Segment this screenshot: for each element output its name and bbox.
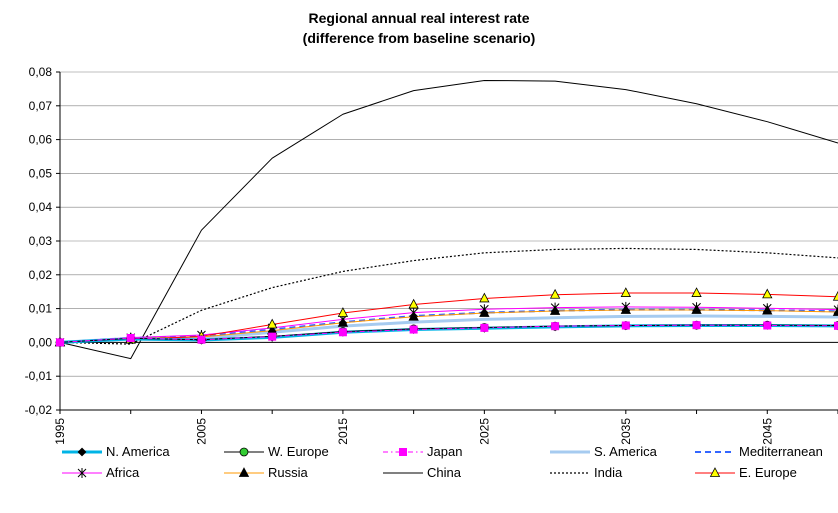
legend-swatch xyxy=(695,451,735,453)
legend-label: N. America xyxy=(106,444,170,459)
gridlines xyxy=(60,71,838,411)
legend-marker xyxy=(709,467,721,477)
legend-swatch xyxy=(62,447,102,457)
series-lines xyxy=(54,79,838,360)
legend-label: Japan xyxy=(427,444,463,459)
legend-label: E. Europe xyxy=(739,465,797,480)
data-point xyxy=(408,298,419,309)
data-point xyxy=(621,321,630,330)
legend-marker xyxy=(77,447,87,457)
legend-swatch xyxy=(695,467,735,477)
series-line-mediterranean xyxy=(59,308,838,344)
y-tick-label: 0,03 xyxy=(29,234,53,248)
legend-swatch xyxy=(550,472,590,474)
y-tick-label: 0,05 xyxy=(29,166,53,180)
y-tick-label: 0,01 xyxy=(29,302,53,316)
data-point xyxy=(480,323,489,332)
series-line-india xyxy=(59,247,838,345)
x-tick-label: 1995 xyxy=(53,418,67,445)
data-point xyxy=(621,301,631,312)
x-tick-label: 2045 xyxy=(760,418,774,445)
legend-marker xyxy=(238,467,250,477)
data-point xyxy=(762,288,773,299)
legend-swatch xyxy=(383,472,423,474)
data-point xyxy=(620,287,631,297)
series-line-s-america xyxy=(59,314,838,344)
series-line-e-europe xyxy=(59,292,838,343)
data-point xyxy=(763,321,772,330)
legend-swatch xyxy=(224,467,264,477)
data-point xyxy=(197,335,206,344)
legend-swatch xyxy=(62,468,102,478)
data-point xyxy=(549,288,561,299)
y-tick-label: -0,02 xyxy=(25,403,53,417)
data-point xyxy=(762,303,772,314)
x-tick-label: 2015 xyxy=(336,418,350,445)
legend-marker xyxy=(239,447,249,457)
y-tick-label: 0,04 xyxy=(29,200,53,214)
data-point xyxy=(126,334,135,343)
data-point xyxy=(409,307,418,318)
data-point xyxy=(337,307,349,317)
data-point xyxy=(56,338,64,347)
tick-labels: -0,02 -0,01 0,00 0,01 0,02 0,03 0,04 0,05 0,06 0,… xyxy=(25,65,775,445)
y-tick-label: 0,06 xyxy=(29,133,53,147)
legend-label: India xyxy=(594,465,623,480)
y-tick-label: 0,07 xyxy=(29,99,53,113)
legend-label: S. America xyxy=(594,444,657,459)
data-point xyxy=(834,321,838,330)
legend-label: Mediterranean xyxy=(739,444,823,459)
data-point xyxy=(268,332,277,341)
legend-swatch xyxy=(550,450,590,454)
series-line-china xyxy=(59,79,838,360)
data-point xyxy=(338,328,347,337)
legend-swatch xyxy=(383,448,423,456)
chart-title-line-1: Regional annual real interest rate xyxy=(308,10,530,26)
x-tick-label: 2005 xyxy=(194,418,208,445)
legend-marker xyxy=(77,468,87,478)
series-line-japan xyxy=(59,324,838,343)
data-point xyxy=(833,304,838,315)
chart-title-line-2: (difference from baseline scenario) xyxy=(302,30,536,46)
data-point xyxy=(267,318,278,329)
axes xyxy=(56,71,838,414)
data-point xyxy=(692,302,701,313)
legend-label: Russia xyxy=(268,465,308,480)
data-point xyxy=(832,290,838,301)
x-tick-label: 2035 xyxy=(619,418,633,445)
y-tick-label: 0,00 xyxy=(29,335,53,349)
data-point xyxy=(409,325,418,334)
series-line-africa xyxy=(59,306,838,343)
legend-label: W. Europe xyxy=(268,444,329,459)
chart-title: Regional annual real interest rate (diff… xyxy=(0,8,838,48)
y-tick-label: 0,08 xyxy=(29,65,53,79)
data-point xyxy=(480,304,489,315)
legend-label: China xyxy=(427,465,461,480)
data-point xyxy=(479,292,490,303)
data-point xyxy=(550,302,560,313)
data-point xyxy=(691,287,702,297)
x-tick-label: 2025 xyxy=(477,418,491,445)
data-point xyxy=(692,321,701,330)
y-tick-label: -0,01 xyxy=(25,369,53,383)
data-point xyxy=(551,322,560,331)
y-tick-label: 0,02 xyxy=(29,268,53,282)
legend-swatch xyxy=(224,447,264,457)
legend-marker xyxy=(399,448,407,456)
legend-label: Africa xyxy=(106,465,140,480)
